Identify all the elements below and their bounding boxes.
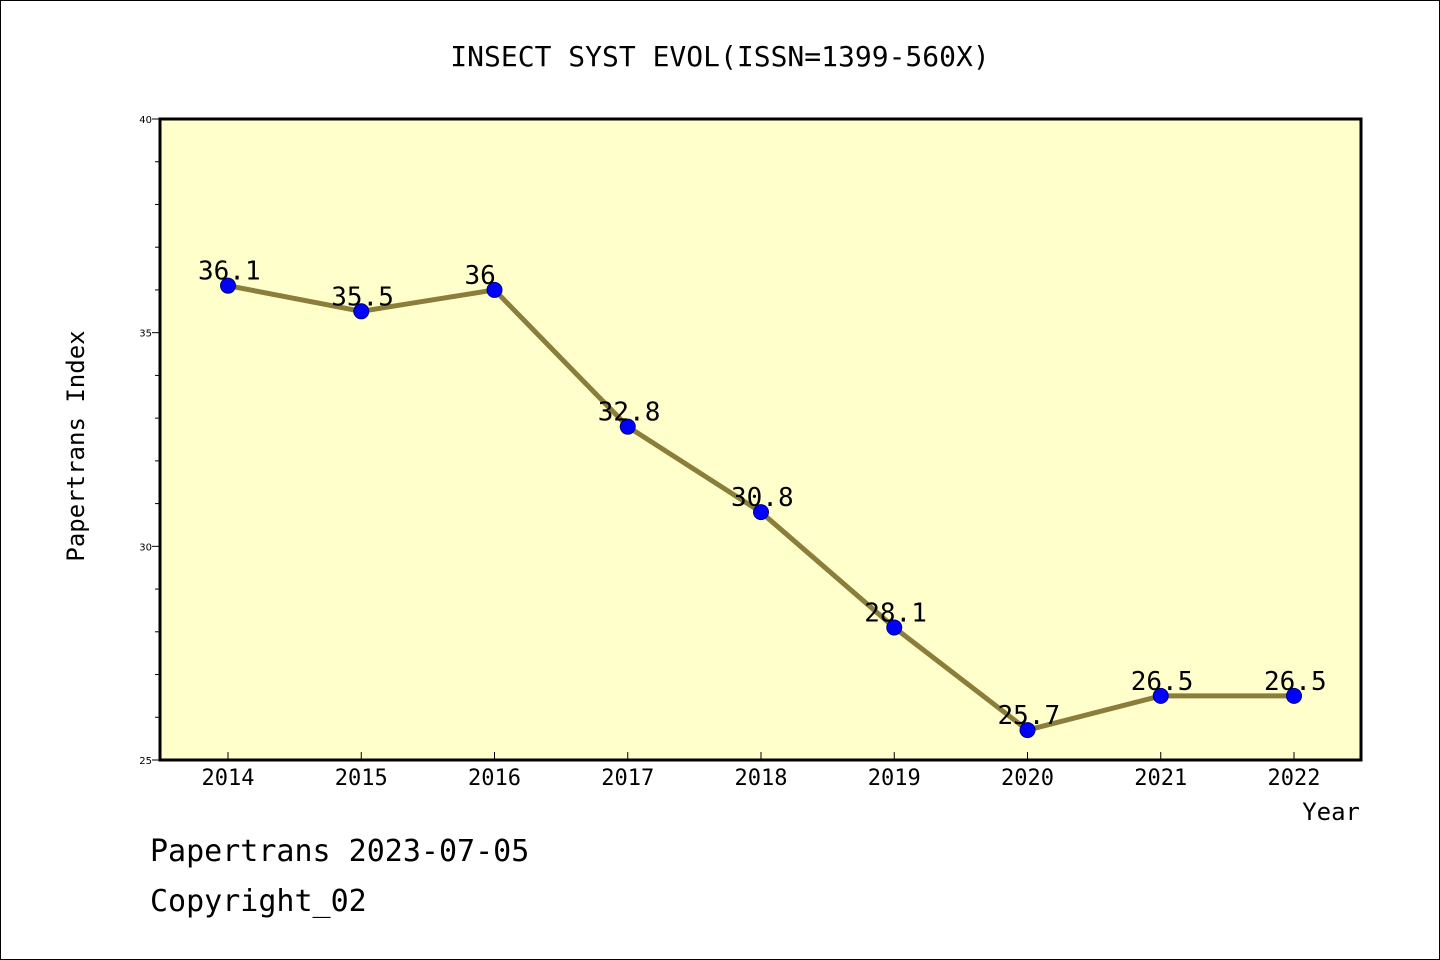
data-label: 26.5 xyxy=(1131,667,1194,697)
x-axis: 2014 2015 2016 2017 2018 2019 2020 2021 2022 xyxy=(202,752,1321,791)
y-axis-label: Papertrans Index xyxy=(62,330,90,561)
data-point xyxy=(486,281,503,298)
data-labels: 36.1 35.5 36 32.8 30.8 28.1 25.7 26.5 26.5 xyxy=(198,257,1327,731)
y-tick-label: 30 xyxy=(139,542,152,553)
x-tick-label: 2014 xyxy=(202,766,255,791)
data-label: 30.8 xyxy=(731,483,794,513)
data-point xyxy=(353,303,370,320)
x-tick-label: 2019 xyxy=(868,766,921,791)
footer-copyright: Copyright_02 xyxy=(150,884,367,919)
data-point xyxy=(619,418,636,435)
x-tick-label: 2015 xyxy=(335,766,388,791)
data-label: 28.1 xyxy=(864,599,927,629)
chart-title: INSECT SYST EVOL(ISSN=1399-560X) xyxy=(450,40,989,73)
y-tick-label: 35 xyxy=(139,329,152,340)
data-point xyxy=(220,277,236,294)
x-tick-label: 2021 xyxy=(1134,766,1187,791)
y-tick-label: 25 xyxy=(139,756,152,767)
data-label: 32.8 xyxy=(598,398,661,428)
series-line xyxy=(220,277,1302,739)
data-point xyxy=(1152,687,1169,704)
x-axis-label: Year xyxy=(1302,798,1360,826)
data-label: 25.7 xyxy=(998,701,1061,731)
x-tick-label: 2018 xyxy=(735,766,788,791)
x-tick-label: 2020 xyxy=(1001,766,1054,791)
data-label: 36 xyxy=(465,261,496,291)
x-tick-label: 2022 xyxy=(1268,766,1321,791)
y-tick-label: 40 xyxy=(139,115,152,126)
footer-date: Papertrans 2023-07-05 xyxy=(150,834,530,869)
x-tick-label: 2017 xyxy=(601,766,654,791)
y-axis: 25 30 35 40 xyxy=(139,115,160,767)
data-label: 36.1 xyxy=(198,257,261,287)
data-point xyxy=(753,504,769,521)
data-label: 26.5 xyxy=(1264,667,1327,697)
plot-area xyxy=(158,117,1363,762)
x-tick-label: 2016 xyxy=(468,766,521,791)
data-point xyxy=(1019,722,1036,739)
data-label: 35.5 xyxy=(331,282,394,312)
data-point xyxy=(1286,687,1302,704)
data-point xyxy=(886,619,903,636)
